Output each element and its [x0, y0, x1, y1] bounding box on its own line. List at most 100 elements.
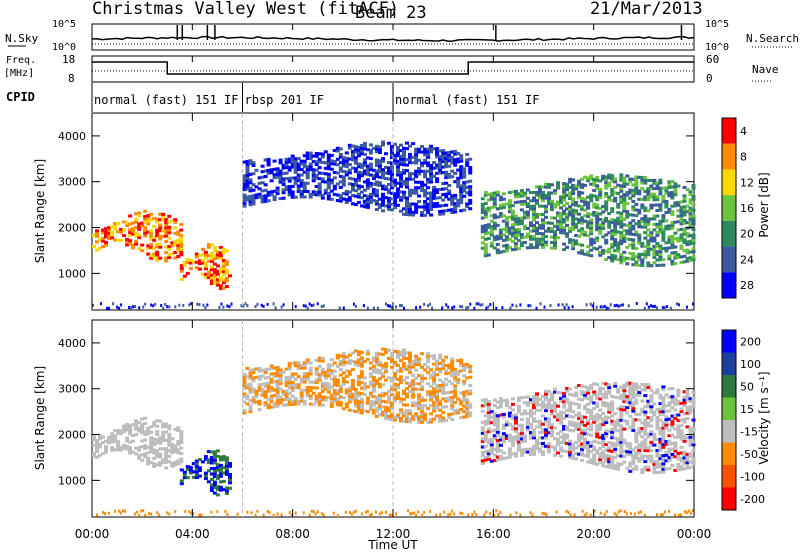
heatmap-cell [565, 450, 570, 454]
heatmap-cell [634, 247, 639, 250]
heatmap-cell [158, 452, 163, 456]
heatmap-cell [513, 429, 518, 433]
heatmap-cell [541, 444, 545, 448]
heatmap-cell [447, 305, 450, 309]
heatmap-cell [498, 234, 503, 238]
heatmap-cell [245, 184, 250, 188]
heatmap-cell [677, 513, 680, 517]
heatmap-cell [281, 392, 286, 396]
heatmap-cell [643, 178, 648, 182]
heatmap-cell [616, 454, 621, 457]
heatmap-cell [228, 473, 232, 476]
heatmap-cell [374, 202, 379, 206]
heatmap-cell [492, 205, 497, 209]
heatmap-cell [152, 236, 157, 239]
heatmap-cell [167, 443, 172, 447]
heatmap-cell [492, 227, 497, 231]
heatmap-cell [278, 175, 283, 179]
heatmap-cell [646, 421, 651, 425]
heatmap-cell [465, 205, 470, 209]
heatmap-cell [326, 186, 331, 190]
heatmap-cell [362, 188, 367, 192]
heatmap-cell [532, 452, 536, 456]
heatmap-cell [577, 229, 582, 233]
heatmap-cell [652, 413, 657, 417]
heatmap-cell [601, 417, 606, 421]
heatmap-cell [667, 428, 672, 432]
heatmap-cell [269, 394, 274, 398]
heatmap-cell [646, 405, 651, 409]
heatmap-cell [308, 369, 313, 373]
heatmap-cell [592, 194, 597, 198]
heatmap-cell [634, 255, 639, 259]
heatmap-cell [390, 418, 394, 422]
heatmap-cell [652, 178, 657, 182]
heatmap-cell [429, 412, 434, 416]
heatmap-cell [218, 270, 223, 274]
heatmap-cell [532, 406, 536, 410]
heatmap-cell [420, 205, 425, 209]
heatmap-cell [495, 237, 500, 241]
heatmap-cell [516, 228, 521, 231]
heatmap-cell [595, 424, 600, 428]
heatmap-cell [344, 151, 349, 155]
heatmap-cell [595, 402, 600, 406]
heatmap-cell [423, 202, 428, 206]
heatmap-cell [532, 218, 536, 222]
heatmap-cell [616, 203, 621, 206]
heatmap-cell [495, 447, 500, 451]
heatmap-cell [516, 230, 521, 234]
heatmap-cell [568, 406, 573, 410]
heatmap-cell [634, 412, 639, 416]
heatmap-cell [435, 177, 440, 181]
heatmap-cell [589, 223, 594, 227]
heatmap-cell [284, 185, 289, 189]
xtick-label: 00:00 [75, 527, 110, 541]
heatmap-cell [565, 232, 570, 236]
heatmap-cell [525, 423, 530, 426]
heatmap-cell [92, 435, 96, 439]
heatmap-cell [371, 177, 376, 181]
heatmap-cell [529, 243, 533, 247]
heatmap-cell [137, 429, 142, 433]
heatmap-cell [568, 208, 573, 211]
heatmap-cell [483, 243, 488, 247]
heatmap-cell [498, 397, 503, 401]
heatmap-cell [625, 190, 630, 194]
heatmap-cell [257, 375, 262, 379]
heatmap-cell [589, 422, 594, 426]
heatmap-cell [350, 409, 355, 413]
heatmap-cell [562, 391, 567, 395]
heatmap-cell [341, 382, 346, 386]
heatmap-cell [374, 208, 379, 211]
heatmap-cell [317, 375, 322, 379]
heatmap-cell [353, 167, 358, 171]
heatmap-cell [110, 448, 115, 452]
heatmap-cell [670, 246, 675, 249]
heatmap-cell [682, 199, 687, 203]
heatmap-cell [260, 368, 265, 372]
heatmap-cell [116, 448, 121, 452]
heatmap-cell [287, 168, 292, 172]
heatmap-cell [595, 217, 600, 221]
heatmap-cell [212, 458, 217, 462]
heatmap-cell [104, 230, 108, 233]
heatmap-cell [646, 416, 651, 420]
nsky-ytick-top: 10^5 [52, 19, 76, 30]
heatmap-cell [432, 401, 437, 405]
heatmap-cell [381, 375, 385, 379]
heatmap-cell [525, 196, 530, 200]
colorbar-swatch [722, 330, 736, 353]
heatmap-cell [655, 225, 660, 229]
heatmap-cell [444, 151, 449, 155]
heatmap-cell [571, 401, 576, 405]
heatmap-cell [104, 235, 108, 239]
heatmap-cell [396, 192, 400, 196]
heatmap-cell [426, 155, 431, 159]
heatmap-cell [670, 453, 675, 456]
heatmap-cell [483, 213, 488, 216]
heatmap-cell [396, 173, 400, 177]
heatmap-cell [302, 377, 307, 381]
heatmap-cell [682, 205, 687, 209]
